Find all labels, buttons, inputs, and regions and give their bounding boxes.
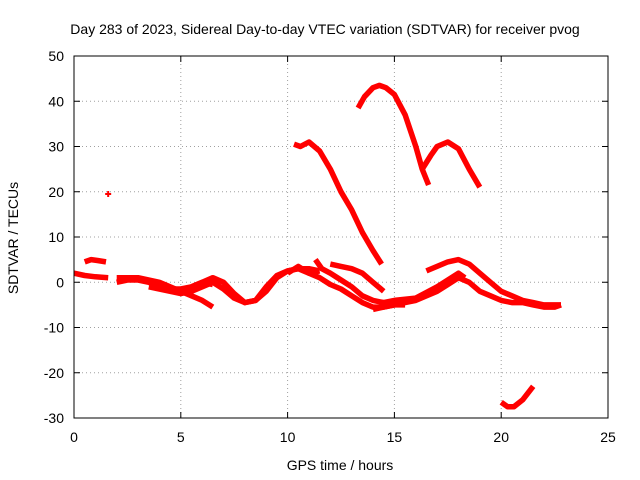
y-tick-label: -30 [44,410,64,426]
series-trace-11 [425,256,561,308]
y-tick-label: 50 [48,48,64,64]
y-tick-label: 20 [48,184,64,200]
y-tick-label: 40 [48,93,64,109]
series-trace-1 [73,270,109,281]
y-tick-label: -20 [44,365,64,381]
x-tick-label: 20 [493,429,509,445]
series-trace-16 [499,384,536,410]
y-tick-label: 30 [48,139,64,155]
chart-title: Day 283 of 2023, Sidereal Day-to-day VTE… [70,21,579,37]
x-tick-label: 25 [600,429,616,445]
ticks: 0 5 10 15 20 25 -30 -20 -10 0 10 20 30 40 50 [44,48,616,445]
series-trace-2 [83,256,107,265]
x-tick-label: 0 [70,429,78,445]
y-tick-label: 0 [56,274,64,290]
x-tick-label: 15 [387,429,403,445]
series-trace-13 [293,139,384,266]
series-trace-15 [419,139,483,189]
series-trace-12 [105,191,112,198]
x-tick-label: 10 [280,429,296,445]
grid [74,56,608,418]
series-trace-14 [355,82,432,187]
y-tick-label: 10 [48,229,64,245]
y-tick-label: -10 [44,320,64,336]
series-layer [73,82,562,410]
y-axis-label: SDTVAR / TECUs [5,182,21,294]
series-trace-9 [329,261,386,294]
x-axis-label: GPS time / hours [287,457,394,473]
series-trace-8 [313,258,467,306]
x-tick-label: 5 [177,429,185,445]
